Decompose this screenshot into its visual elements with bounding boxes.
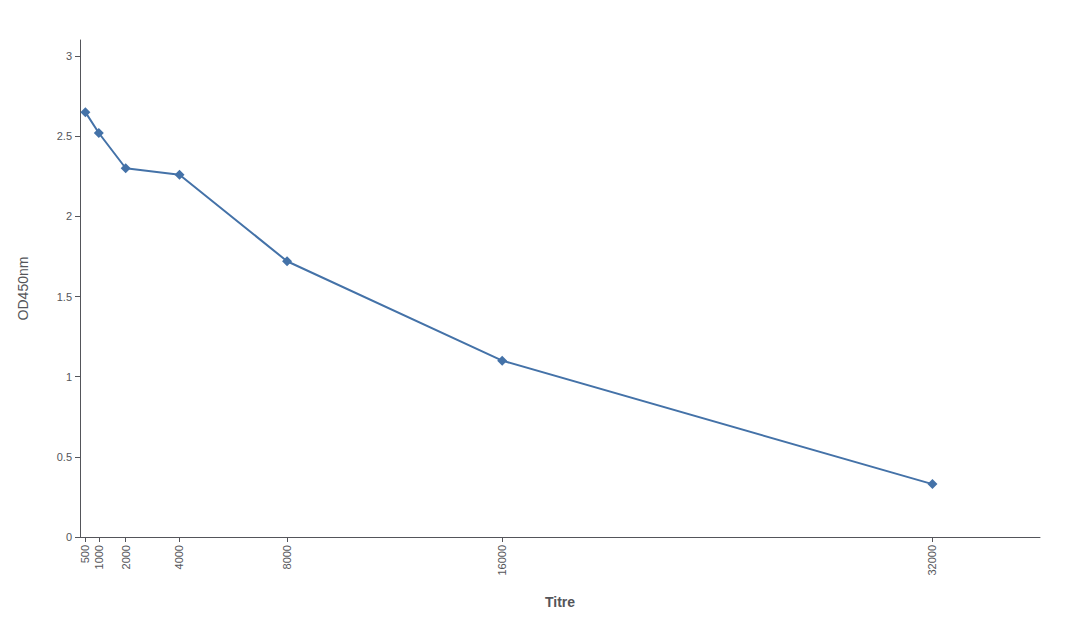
svg-text:3: 3	[66, 50, 72, 62]
svg-text:1000: 1000	[93, 545, 105, 569]
svg-text:16000: 16000	[496, 545, 508, 576]
svg-text:2000: 2000	[120, 545, 132, 569]
svg-text:1: 1	[66, 371, 72, 383]
svg-text:OD450nm: OD450nm	[15, 257, 31, 321]
svg-text:0.5: 0.5	[57, 451, 72, 463]
svg-text:4000: 4000	[173, 545, 185, 569]
svg-text:0: 0	[66, 531, 72, 543]
svg-text:2: 2	[66, 210, 72, 222]
svg-text:32000: 32000	[926, 545, 938, 576]
svg-text:8000: 8000	[281, 545, 293, 569]
svg-text:500: 500	[79, 545, 91, 563]
svg-text:Titre: Titre	[545, 594, 575, 610]
svg-text:2.5: 2.5	[57, 130, 72, 142]
svg-text:1.5: 1.5	[57, 291, 72, 303]
